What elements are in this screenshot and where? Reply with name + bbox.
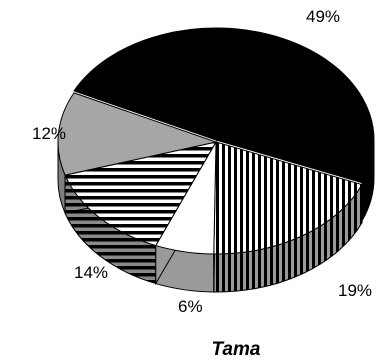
pie-slice-1 bbox=[73, 27, 375, 184]
pie-slice-2 bbox=[213, 141, 363, 255]
pie-slice-5 bbox=[57, 92, 218, 176]
pie-labels: 49% 19% 6% 14% 12% bbox=[32, 7, 372, 316]
slice-label-1: 49% bbox=[306, 7, 340, 26]
slice-label-2: 19% bbox=[338, 281, 372, 300]
slice-label-3: 6% bbox=[178, 297, 203, 316]
slice-label-5: 12% bbox=[32, 124, 66, 143]
pie-tops bbox=[57, 27, 375, 255]
pie-slice-4 bbox=[64, 141, 218, 247]
chart-title: Tama bbox=[212, 339, 261, 360]
slice-label-4: 14% bbox=[74, 263, 108, 282]
